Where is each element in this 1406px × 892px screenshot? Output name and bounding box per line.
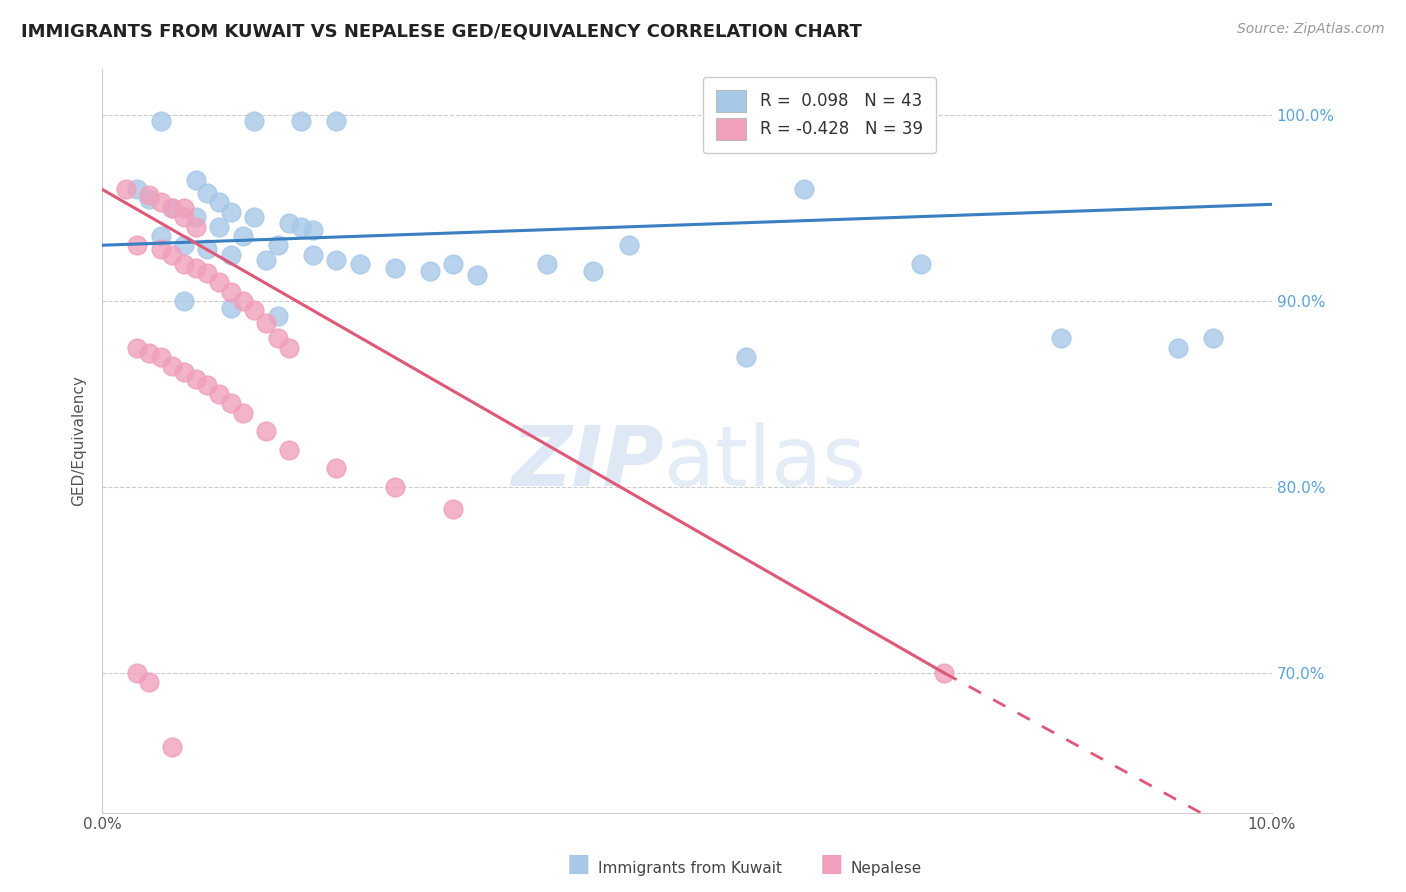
Point [290,113,312,128]
Point [149,242,172,256]
Point [278,442,301,457]
Point [149,195,172,210]
Point [349,257,371,271]
Point [127,182,149,196]
Point [127,666,149,681]
Point [208,387,231,401]
Point [173,238,195,252]
Point [910,257,932,271]
Point [138,188,160,202]
Point [149,350,172,364]
Point [266,238,288,252]
Point [197,377,219,392]
Point [184,260,207,275]
Point [149,113,172,128]
Point [243,303,266,318]
Point [138,192,160,206]
Point [162,201,184,215]
Point [441,502,464,516]
Point [173,257,195,271]
Point [254,253,277,268]
Point [219,301,242,316]
Point [1167,341,1189,355]
Point [465,268,488,282]
Point [441,257,464,271]
Point [173,211,195,225]
Point [1202,331,1225,345]
Text: Immigrants from Kuwait: Immigrants from Kuwait [598,861,782,876]
Point [384,480,406,494]
Point [184,219,207,234]
Point [173,365,195,379]
Point [162,201,184,215]
Point [617,238,640,252]
Point [197,266,219,280]
Point [138,346,160,360]
Point [219,396,242,410]
Point [114,182,136,196]
Text: ZIP: ZIP [510,422,664,503]
Point [173,293,195,308]
Point [208,276,231,290]
Point [254,424,277,438]
Point [162,359,184,373]
Point [197,242,219,256]
Point [184,211,207,225]
Point [419,264,441,278]
Text: Source: ZipAtlas.com: Source: ZipAtlas.com [1237,22,1385,37]
Point [301,247,323,261]
Point [325,113,347,128]
Point [1050,331,1073,345]
Text: IMMIGRANTS FROM KUWAIT VS NEPALESE GED/EQUIVALENCY CORRELATION CHART: IMMIGRANTS FROM KUWAIT VS NEPALESE GED/E… [21,22,862,40]
Point [232,228,254,243]
Point [582,264,605,278]
Point [208,195,231,210]
Point [278,216,301,230]
Text: ■: ■ [820,852,844,876]
Point [127,238,149,252]
Text: Nepalese: Nepalese [851,861,922,876]
Text: ■: ■ [567,852,591,876]
Point [197,186,219,201]
Point [219,247,242,261]
Point [232,293,254,308]
Point [278,341,301,355]
Point [173,201,195,215]
Point [232,406,254,420]
Point [301,223,323,237]
Point [162,247,184,261]
Point [208,219,231,234]
Point [219,285,242,299]
Legend: R =  0.098   N = 43, R = -0.428   N = 39: R = 0.098 N = 43, R = -0.428 N = 39 [703,77,936,153]
Point [162,740,184,755]
Point [243,211,266,225]
Text: atlas: atlas [664,422,866,503]
Point [149,228,172,243]
Point [793,182,815,196]
Point [266,331,288,345]
Point [325,461,347,475]
Point [184,372,207,386]
Point [934,666,956,681]
Point [266,309,288,323]
Y-axis label: GED/Equivalency: GED/Equivalency [72,376,86,506]
Point [325,253,347,268]
Point [127,341,149,355]
Point [290,219,312,234]
Point [384,260,406,275]
Point [138,675,160,690]
Point [184,173,207,187]
Point [219,204,242,219]
Point [536,257,558,271]
Point [254,316,277,330]
Point [734,350,756,364]
Point [243,113,266,128]
